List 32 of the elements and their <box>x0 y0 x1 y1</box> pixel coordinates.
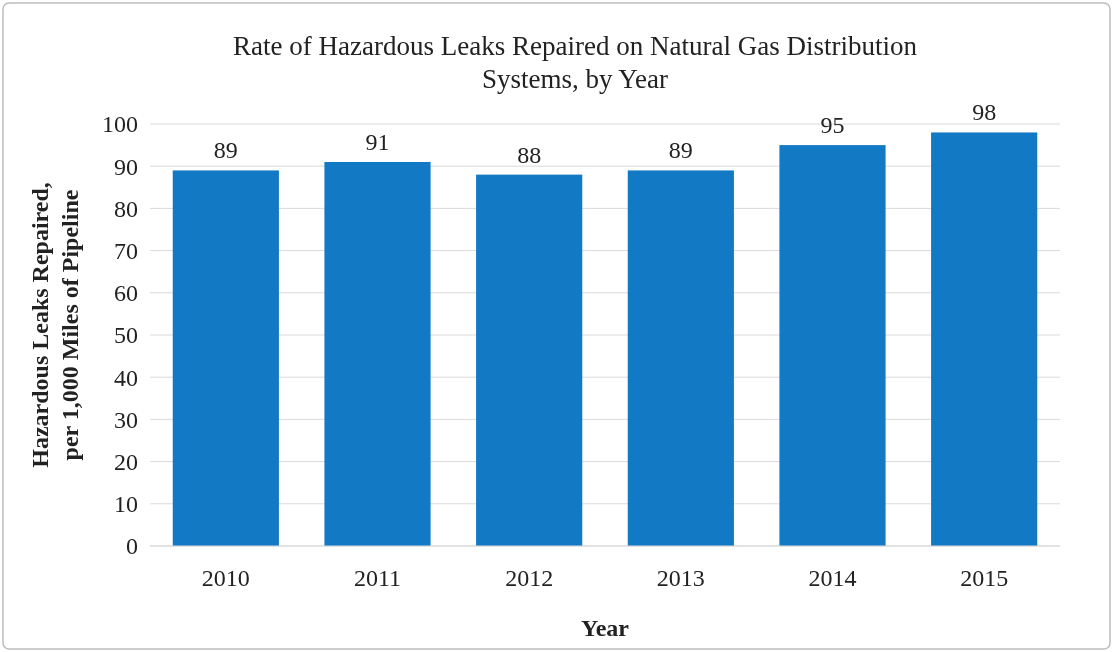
data-label: 88 <box>517 141 542 168</box>
bar <box>779 145 886 546</box>
y-tick-label: 30 <box>114 406 138 433</box>
x-tick-label: 2010 <box>201 565 250 591</box>
data-label: 91 <box>365 128 390 155</box>
x-axis-title: Year <box>581 615 630 641</box>
bar <box>172 170 279 546</box>
y-tick-label: 90 <box>114 153 138 180</box>
y-tick-label: 80 <box>114 195 138 222</box>
y-tick-label: 40 <box>114 364 138 391</box>
y-tick-label: 60 <box>114 280 138 307</box>
y-tick-label: 70 <box>114 238 138 264</box>
bar <box>931 132 1038 546</box>
y-axis-title: Hazardous Leaks Repaired, per 1,000 Miles of Pipeline <box>27 182 83 468</box>
y-tick-label: 10 <box>114 491 138 518</box>
x-tick-label: 2012 <box>505 565 554 591</box>
x-tick-label: 2014 <box>808 565 857 591</box>
y-tick-label: 0 <box>126 533 138 560</box>
data-label: 89 <box>213 137 238 164</box>
data-label: 95 <box>820 112 845 139</box>
bar <box>627 170 734 546</box>
bar <box>476 174 583 546</box>
y-tick-label: 20 <box>114 449 138 475</box>
x-tick-label: 2013 <box>656 565 705 591</box>
data-label: 89 <box>668 137 693 164</box>
data-label: 98 <box>972 99 997 126</box>
x-tick-label: 2015 <box>960 565 1009 591</box>
bar <box>324 161 431 546</box>
y-tick-label: 50 <box>114 322 138 349</box>
x-tick-label: 2011 <box>353 565 402 591</box>
y-tick-label: 100 <box>102 111 138 138</box>
chart-title: Rate of Hazardous Leaks Repaired on Natural Gas Distribution Systems, by Year <box>233 31 918 94</box>
